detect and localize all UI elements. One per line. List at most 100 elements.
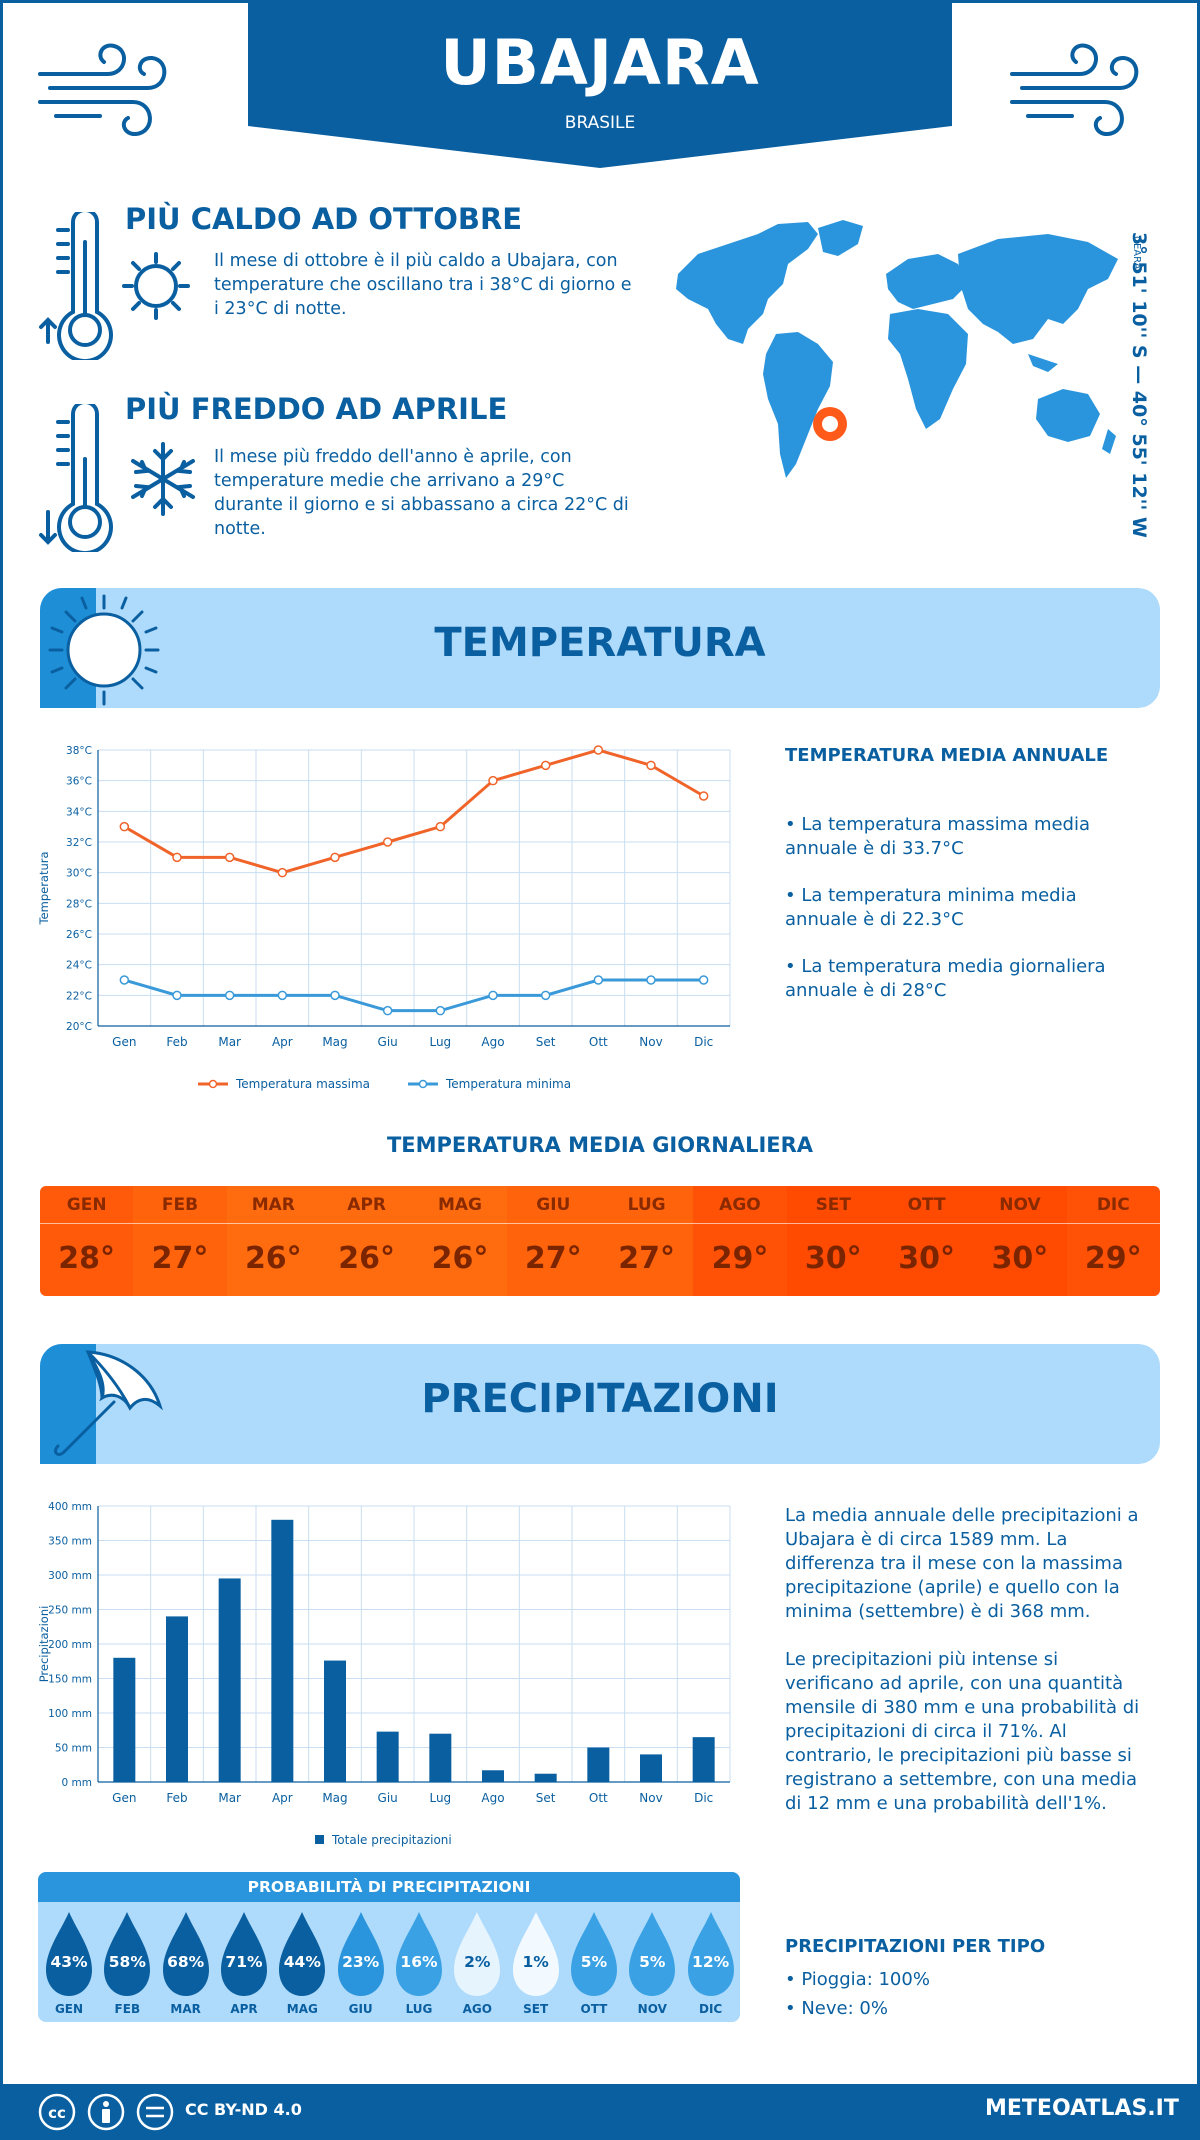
legend-marker xyxy=(418,1079,428,1089)
daily-temp-value: 30° xyxy=(991,1241,1049,1276)
probability-month: FEB xyxy=(114,2002,141,2016)
bar xyxy=(587,1747,610,1782)
daily-temp-value: 29° xyxy=(711,1241,769,1276)
precipitation-band xyxy=(40,1344,1160,1464)
x-tick-label: Ott xyxy=(589,1791,608,1805)
probability-value: 5% xyxy=(639,1953,666,1971)
probability-month: OTT xyxy=(580,2002,608,2016)
probability-value: 2% xyxy=(464,1953,491,1971)
x-tick-label: Nov xyxy=(639,1791,662,1805)
probability-drop: 2% AGO xyxy=(448,1910,506,2020)
daily-temp-value: 27° xyxy=(151,1241,209,1276)
chart-grid xyxy=(97,749,731,1027)
raindrop-icon xyxy=(570,1912,617,1996)
raindrop-icon xyxy=(629,1912,676,1996)
chart-grid xyxy=(97,1505,731,1783)
daily-temp-value: 27° xyxy=(524,1241,582,1276)
svg-text:cc: cc xyxy=(48,2104,66,2122)
daily-temp-column: SET 30° xyxy=(786,1186,880,1296)
daily-temp-value: 29° xyxy=(1084,1241,1142,1276)
probability-drop: 1% SET xyxy=(507,1910,565,2020)
temperature-band xyxy=(40,588,1160,708)
raindrop-icon xyxy=(395,1912,442,1996)
x-tick-label: Apr xyxy=(272,1035,293,1049)
y-tick-label: 30°C xyxy=(66,868,92,880)
bar xyxy=(324,1660,346,1782)
data-point xyxy=(382,837,393,847)
legend-label: Temperatura minima xyxy=(445,1077,571,1091)
y-tick-label: 300 mm xyxy=(48,1570,92,1582)
band-accent xyxy=(40,1344,96,1464)
x-tick-label: Set xyxy=(536,1791,556,1805)
temperature-section-title: TEMPERATURA xyxy=(434,620,766,666)
daily-temp-month: MAR xyxy=(226,1186,320,1224)
y-tick-label: 0 mm xyxy=(62,1777,92,1789)
precip-probability-heading: PROBABILITÀ DI PRECIPITAZIONI xyxy=(38,1872,740,1902)
y-tick-label: 150 mm xyxy=(48,1674,92,1686)
coldest-month-title: PIÙ FREDDO AD APRILE xyxy=(125,392,508,426)
x-tick-label: Feb xyxy=(166,1791,187,1805)
data-point xyxy=(277,990,288,1001)
daily-temp-column: AGO 29° xyxy=(693,1186,787,1296)
probability-drop: 16% LUG xyxy=(390,1910,448,2020)
raindrop-icon xyxy=(162,1912,209,1996)
daily-temp-column: NOV 30° xyxy=(973,1186,1067,1296)
probability-drop: 23% GIU xyxy=(332,1910,390,2020)
probability-value: 12% xyxy=(692,1953,730,1971)
data-point xyxy=(698,791,709,801)
data-point xyxy=(540,990,551,1001)
y-tick-label: 50 mm xyxy=(55,1743,92,1755)
x-tick-label: Giu xyxy=(378,1791,398,1805)
license-icons: cc xyxy=(38,2093,174,2131)
y-tick-label: 100 mm xyxy=(48,1708,92,1720)
raindrop-icon xyxy=(104,1912,151,1996)
x-tick-label: Mag xyxy=(322,1791,347,1805)
x-tick-label: Dic xyxy=(694,1791,713,1805)
y-tick-label: 250 mm xyxy=(48,1605,92,1617)
site-link[interactable]: METEOATLAS.IT xyxy=(985,2096,1179,2121)
x-tick-label: Mag xyxy=(322,1035,347,1049)
series-line xyxy=(123,748,705,875)
data-point xyxy=(435,821,446,832)
data-point xyxy=(698,975,709,985)
daily-temp-month: FEB xyxy=(133,1186,227,1224)
probability-drop: 44% MAG xyxy=(273,1910,331,2020)
by-icon xyxy=(87,2093,125,2131)
daily-temp-month: LUG xyxy=(599,1186,694,1224)
bar xyxy=(429,1733,452,1782)
daily-temp-month: MAG xyxy=(413,1186,507,1224)
probability-month: SET xyxy=(523,2002,549,2016)
hottest-month-text: Il mese di ottobre è il più caldo a Ubaj… xyxy=(214,251,632,319)
data-point xyxy=(593,975,604,985)
probability-month: MAG xyxy=(286,2002,318,2016)
city-title: UBAJARA xyxy=(440,26,760,99)
x-tick-label: Apr xyxy=(272,1791,293,1805)
wind-icon xyxy=(38,43,167,136)
temp-max-bullet: • La temperatura massima media annuale è… xyxy=(785,814,1091,859)
daily-temp-column: OTT 30° xyxy=(879,1186,974,1296)
probability-month: AGO xyxy=(462,2002,492,2016)
probability-drop: 43% GEN xyxy=(40,1910,98,2020)
daily-temp-month: SET xyxy=(786,1186,880,1224)
snow-share: • Neve: 0% xyxy=(785,1998,888,2019)
daily-temp-column: MAG 26° xyxy=(413,1186,507,1296)
data-point xyxy=(435,1005,446,1016)
data-point xyxy=(488,990,498,1001)
title-banner xyxy=(248,0,952,170)
precip-summary-text: La media annuale delle precipitazioni a … xyxy=(785,1505,1139,1622)
probability-month: DIC xyxy=(698,2002,723,2016)
probability-value: 16% xyxy=(400,1953,438,1971)
y-tick-label: 36°C xyxy=(66,776,92,788)
y-tick-label: 200 mm xyxy=(48,1639,92,1651)
daily-temp-value: 30° xyxy=(804,1241,862,1276)
probability-month: GEN xyxy=(54,2002,84,2016)
probability-value: 68% xyxy=(167,1953,205,1971)
x-tick-label: Nov xyxy=(639,1035,662,1049)
x-tick-label: Ago xyxy=(481,1791,504,1805)
raindrop-icon xyxy=(220,1912,267,1996)
daily-temp-month: GEN xyxy=(40,1186,134,1224)
y-tick-label: 32°C xyxy=(66,837,92,849)
data-point xyxy=(119,975,130,985)
precip-type-heading: PRECIPITAZIONI PER TIPO xyxy=(785,1936,1046,1957)
world-map xyxy=(676,220,1118,478)
